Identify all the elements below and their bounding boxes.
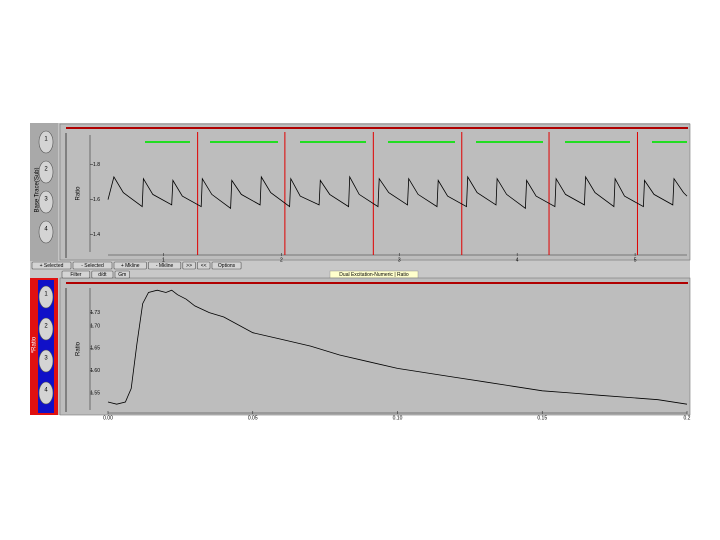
x-tick-label: 0.05	[248, 415, 258, 421]
y-tick-label: 1.65	[90, 346, 100, 352]
sidebar-button[interactable]	[38, 349, 54, 373]
x-tick-label: 4	[516, 257, 519, 263]
x-tick-label: 0.15	[537, 415, 547, 421]
toolbar-label: + Mkline	[121, 263, 140, 269]
toolbar-button[interactable]	[197, 261, 211, 270]
y-tick-label: 1.6	[93, 197, 100, 203]
y-axis-label: Ratio	[76, 341, 82, 356]
toolbar-label: <<	[201, 263, 207, 269]
toolbar-button[interactable]	[61, 270, 91, 279]
toolbar-button[interactable]	[148, 261, 182, 270]
toolbar-label: Options	[218, 263, 236, 269]
x-tick-label: 0.10	[393, 415, 403, 421]
toolbar-label: d/dt	[98, 272, 107, 278]
toolbar-button[interactable]	[113, 261, 147, 270]
sidebar-button[interactable]	[38, 130, 54, 154]
x-tick-label: 3	[398, 257, 401, 263]
button-label: 4	[44, 227, 48, 233]
sidebar-button[interactable]	[38, 160, 54, 184]
x-tick-label: 5	[634, 257, 637, 263]
x-tick-label: 0.00	[103, 415, 113, 421]
x-tick-label: 1	[162, 257, 165, 263]
button-label: 2	[44, 167, 48, 173]
sidebar-label: *Ratio	[32, 336, 38, 353]
toolbar-button[interactable]	[31, 261, 72, 270]
sidebar-button[interactable]	[38, 381, 54, 405]
toolbar-label: - Selected	[81, 263, 104, 269]
top-panel	[59, 123, 691, 261]
sidebar-bottom-inner	[38, 280, 54, 413]
button-label: 2	[44, 324, 48, 330]
y-tick-label: 1.4	[93, 232, 100, 238]
x-tick-label: 2	[280, 257, 283, 263]
sidebar-button[interactable]	[38, 220, 54, 244]
x-tick-label: 0.2	[684, 415, 691, 421]
sidebar-label: Base Trace(Sub)	[35, 167, 41, 212]
toolbar-button[interactable]	[72, 261, 113, 270]
bottom-panel	[59, 277, 691, 416]
y-tick-label: 1.60	[90, 368, 100, 374]
button-label: 3	[44, 356, 48, 362]
toolbar-label: + Selected	[40, 263, 64, 269]
toolbar-label: Gm	[118, 272, 126, 278]
y-axis-label: Ratio	[76, 186, 82, 201]
toolbar-label: - Mkline	[156, 263, 174, 269]
y-tick-label: 1.55	[90, 390, 100, 396]
button-label: 1	[44, 137, 48, 143]
toolbar-button[interactable]	[91, 270, 114, 279]
y-tick-label: 1.8	[93, 162, 100, 168]
button-label: 3	[44, 197, 48, 203]
toolbar-button[interactable]	[211, 261, 242, 270]
toolbar-label: >>	[186, 263, 192, 269]
trace-line	[107, 289, 688, 405]
trace-label: Dual Excitation-Numeric | Ratio	[339, 272, 409, 278]
sidebar-button[interactable]	[38, 285, 54, 309]
y-tick-label: 1.73	[90, 310, 100, 316]
toolbar-button[interactable]	[114, 270, 130, 279]
y-tick-label: 1.70	[90, 323, 100, 329]
button-label: 4	[44, 388, 48, 394]
toolbar-label: Filter	[70, 272, 81, 278]
sidebar-button[interactable]	[38, 190, 54, 214]
button-label: 1	[44, 292, 48, 298]
trace-line	[107, 175, 688, 210]
toolbar-button[interactable]	[182, 261, 196, 270]
sidebar-button[interactable]	[38, 317, 54, 341]
